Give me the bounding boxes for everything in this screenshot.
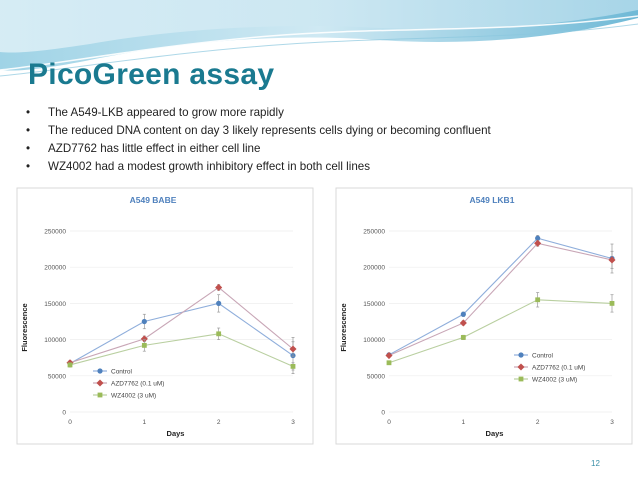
bullet-symbol: • [26, 124, 31, 137]
data-point [216, 300, 222, 306]
data-point [460, 335, 466, 340]
series-line [388, 237, 613, 356]
bullet-item: • AZD7762 has little effect in either cel… [26, 140, 491, 158]
legend-marker [97, 368, 103, 374]
data-point [67, 362, 73, 368]
y-axis-label: Fluorescence [339, 303, 348, 351]
data-point [535, 235, 541, 241]
bullet-item: • WZ4002 had a modest growth inhibitory e… [26, 158, 491, 176]
y-tick-label: 200000 [44, 265, 66, 272]
bullet-symbol: • [26, 106, 31, 119]
bullet-text: WZ4002 had a modest growth inhibitory ef… [48, 160, 371, 173]
x-tick-label: 1 [462, 419, 466, 426]
y-tick-label: 0 [62, 410, 66, 417]
bullet-symbol: • [26, 142, 31, 155]
legend-label: WZ4002 (3 uM) [532, 376, 577, 383]
data-point [386, 360, 392, 366]
x-axis-label: Days [486, 429, 504, 438]
bullet-text: The reduced DNA content on day 3 likely … [48, 124, 491, 137]
series-line [69, 302, 294, 364]
bullet-item: • The A549-LKB appeared to grow more rapi… [26, 104, 491, 122]
data-point [608, 256, 616, 264]
legend-label: WZ4002 (3 uM) [111, 392, 156, 399]
y-tick-label: 150000 [44, 301, 66, 308]
y-tick-label: 250000 [44, 229, 66, 236]
series-line [69, 333, 294, 367]
x-tick-label: 0 [68, 419, 72, 426]
y-tick-label: 200000 [363, 265, 385, 272]
chart-title: A549 LKB1 [470, 195, 515, 205]
legend-marker [517, 363, 525, 371]
chart-a549-lkb1: A549 LKB1 0 50000 100000 150000 200000 250000 0… [335, 187, 633, 445]
x-axis-label: Days [167, 429, 185, 438]
series-line [69, 286, 294, 364]
chart-frame [335, 187, 633, 445]
legend-marker [96, 379, 104, 387]
y-tick-label: 50000 [367, 373, 385, 380]
data-point [535, 297, 541, 303]
legend-label: Control [111, 368, 133, 375]
y-tick-label: 250000 [363, 229, 385, 236]
legend-label: AZD7762 (0.1 uM) [111, 380, 164, 387]
data-point [460, 311, 466, 317]
bullet-list: • The A549-LKB appeared to grow more rapi… [26, 104, 491, 176]
data-point [215, 283, 223, 292]
slide-title: PicoGreen assay [28, 58, 275, 91]
header-wave-decoration [0, 0, 638, 77]
data-point [141, 318, 147, 325]
legend-marker [518, 352, 524, 358]
data-point [289, 345, 297, 353]
bullet-text: The A549-LKB appeared to grow more rapid… [48, 106, 284, 119]
x-tick-label: 1 [143, 419, 147, 426]
legend-marker [518, 376, 524, 382]
x-tick-label: 3 [291, 419, 295, 426]
data-point [216, 331, 222, 337]
x-tick-label: 2 [217, 419, 221, 426]
bullet-text: AZD7762 has little effect in either cell… [48, 142, 261, 155]
series-line [388, 299, 613, 364]
y-axis-label: Fluorescence [20, 303, 29, 351]
legend-label: AZD7762 (0.1 uM) [532, 364, 585, 371]
x-tick-label: 2 [536, 419, 540, 426]
page-number: 12 [591, 459, 600, 468]
y-tick-label: 100000 [363, 337, 385, 344]
legend-marker [97, 392, 103, 398]
legend-label: Control [532, 352, 554, 359]
y-tick-label: 150000 [363, 301, 385, 308]
y-tick-label: 100000 [44, 337, 66, 344]
chart-a549-babe: A549 BABE 0 50000 100000 150000 200000 250000 0… [16, 187, 314, 445]
data-point [290, 363, 296, 369]
data-point [141, 342, 147, 348]
bullet-item: • The reduced DNA content on day 3 likely… [26, 122, 491, 140]
chart-title: A549 BABE [130, 195, 177, 205]
y-tick-label: 0 [381, 410, 385, 417]
series-line [388, 242, 613, 357]
bullet-symbol: • [26, 160, 31, 173]
data-point [140, 335, 148, 343]
data-point [609, 301, 615, 306]
x-tick-label: 3 [610, 419, 614, 426]
y-tick-label: 50000 [48, 373, 66, 380]
x-tick-label: 0 [387, 419, 391, 426]
